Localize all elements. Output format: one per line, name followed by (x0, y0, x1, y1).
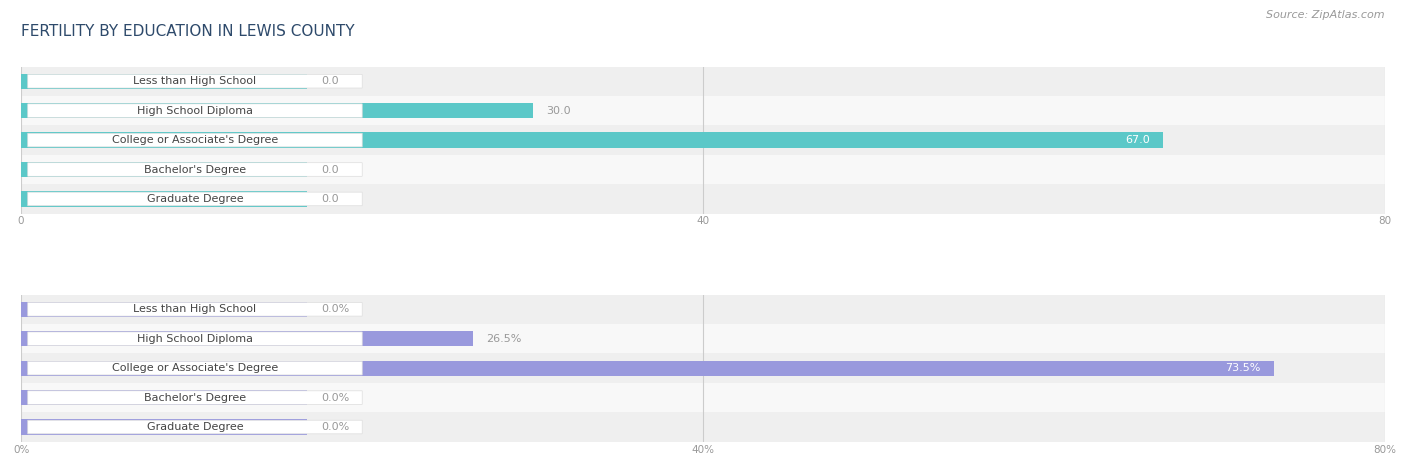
Bar (21, 331, 472, 346)
FancyBboxPatch shape (28, 163, 363, 176)
FancyBboxPatch shape (28, 104, 363, 117)
FancyBboxPatch shape (28, 133, 363, 147)
Text: College or Associate's Degree: College or Associate's Degree (112, 135, 278, 145)
FancyBboxPatch shape (28, 361, 363, 375)
Text: High School Diploma: High School Diploma (136, 334, 253, 344)
Text: Graduate Degree: Graduate Degree (146, 422, 243, 432)
Text: Less than High School: Less than High School (134, 76, 256, 86)
Text: FERTILITY BY EDUCATION IN LEWIS COUNTY: FERTILITY BY EDUCATION IN LEWIS COUNTY (21, 24, 354, 39)
Bar (21, 155, 1385, 184)
FancyBboxPatch shape (28, 420, 363, 434)
Text: Source: ZipAtlas.com: Source: ZipAtlas.com (1267, 10, 1385, 19)
Text: 0.0%: 0.0% (321, 393, 349, 403)
Bar (21, 133, 1163, 148)
Bar (21, 74, 308, 89)
Bar (21, 125, 1385, 155)
FancyBboxPatch shape (28, 332, 363, 345)
Text: High School Diploma: High School Diploma (136, 105, 253, 115)
Text: Bachelor's Degree: Bachelor's Degree (143, 393, 246, 403)
Text: College or Associate's Degree: College or Associate's Degree (112, 363, 278, 373)
Bar (21, 96, 1385, 125)
Text: Less than High School: Less than High School (134, 304, 256, 314)
Bar (21, 412, 1385, 442)
Bar (21, 353, 1385, 383)
FancyBboxPatch shape (28, 75, 363, 88)
Bar (21, 383, 1385, 412)
Bar (21, 302, 308, 317)
Bar (21, 390, 308, 405)
FancyBboxPatch shape (28, 192, 363, 206)
Text: 73.5%: 73.5% (1225, 363, 1260, 373)
Bar (21, 324, 1385, 353)
Bar (21, 294, 1385, 324)
Text: 26.5%: 26.5% (486, 334, 522, 344)
Bar (21, 191, 308, 207)
FancyBboxPatch shape (28, 303, 363, 316)
Bar (21, 162, 308, 177)
Text: Graduate Degree: Graduate Degree (146, 194, 243, 204)
Text: 0.0%: 0.0% (321, 304, 349, 314)
Text: Bachelor's Degree: Bachelor's Degree (143, 164, 246, 174)
Bar (21, 184, 1385, 214)
Bar (21, 66, 1385, 96)
Text: 0.0: 0.0 (321, 164, 339, 174)
Text: 0.0: 0.0 (321, 194, 339, 204)
Text: 0.0: 0.0 (321, 76, 339, 86)
Bar (21, 419, 308, 435)
Bar (21, 361, 1274, 376)
Text: 0.0%: 0.0% (321, 422, 349, 432)
Text: 67.0: 67.0 (1125, 135, 1150, 145)
Bar (21, 103, 533, 118)
FancyBboxPatch shape (28, 391, 363, 404)
Text: 30.0: 30.0 (546, 105, 571, 115)
